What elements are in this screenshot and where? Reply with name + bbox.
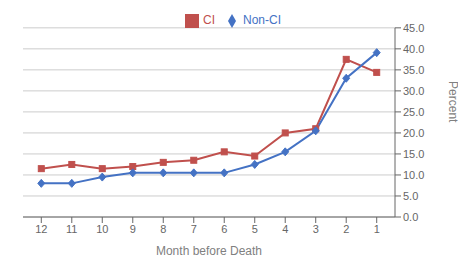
svg-text:9: 9 <box>130 223 136 235</box>
svg-text:1: 1 <box>374 223 380 235</box>
svg-text:6: 6 <box>221 223 227 235</box>
svg-text:7: 7 <box>191 223 197 235</box>
svg-text:5.0: 5.0 <box>403 190 418 202</box>
svg-text:0.0: 0.0 <box>403 211 418 223</box>
svg-text:4: 4 <box>282 223 288 235</box>
svg-text:40.0: 40.0 <box>403 43 424 55</box>
svg-text:Month before Death: Month before Death <box>156 244 262 258</box>
svg-text:12: 12 <box>35 223 47 235</box>
svg-text:3: 3 <box>313 223 319 235</box>
svg-text:35.0: 35.0 <box>403 64 424 76</box>
svg-text:5: 5 <box>252 223 258 235</box>
svg-text:20.0: 20.0 <box>403 127 424 139</box>
svg-text:2: 2 <box>343 223 349 235</box>
svg-text:Percent: Percent <box>446 81 458 123</box>
svg-text:8: 8 <box>160 223 166 235</box>
svg-text:45.0: 45.0 <box>403 22 424 34</box>
svg-text:25.0: 25.0 <box>403 106 424 118</box>
svg-text:10: 10 <box>96 223 108 235</box>
svg-text:30.0: 30.0 <box>403 85 424 97</box>
svg-text:11: 11 <box>66 223 77 235</box>
html-text:CI: CI <box>203 13 215 27</box>
html-text:Non-CI: Non-CI <box>243 13 281 27</box>
svg-text:15.0: 15.0 <box>403 148 424 160</box>
svg-text:10.0: 10.0 <box>403 169 424 181</box>
